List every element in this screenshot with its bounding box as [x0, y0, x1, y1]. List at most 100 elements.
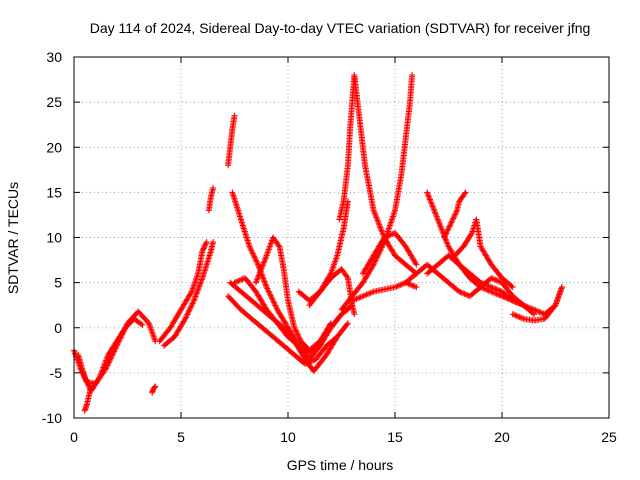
- data-point: [100, 363, 107, 370]
- data-point: [192, 292, 199, 299]
- data-point: [81, 374, 88, 381]
- data-point: [439, 227, 446, 234]
- series-arc-3: [81, 383, 95, 414]
- data-point: [426, 196, 433, 203]
- data-point: [210, 184, 217, 191]
- data-point: [97, 371, 104, 378]
- data-point: [253, 258, 260, 265]
- data-point: [307, 358, 314, 365]
- data-point: [198, 277, 205, 284]
- data-point: [433, 213, 440, 220]
- data-point: [272, 302, 279, 309]
- data-point: [481, 285, 488, 292]
- data-point: [509, 311, 516, 318]
- data-point: [270, 298, 277, 305]
- data-point: [357, 294, 364, 301]
- data-point: [504, 295, 511, 302]
- data-point: [494, 291, 501, 298]
- data-point: [512, 312, 519, 319]
- data-point: [98, 370, 105, 377]
- data-point: [366, 290, 373, 297]
- data-point: [444, 227, 451, 234]
- data-point: [452, 211, 459, 218]
- data-point: [437, 223, 444, 230]
- x-axis-label: GPS time / hours: [287, 457, 394, 473]
- data-point: [429, 203, 436, 210]
- data-point: [443, 229, 450, 236]
- data-point: [260, 277, 267, 284]
- data-point: [443, 239, 450, 246]
- data-point: [260, 261, 267, 268]
- data-point: [489, 275, 496, 282]
- data-point: [413, 261, 420, 268]
- series-arc-10: [227, 279, 351, 375]
- data-point: [185, 308, 192, 315]
- data-point: [247, 244, 254, 251]
- data-point: [515, 299, 522, 306]
- data-point: [258, 265, 265, 272]
- data-point: [195, 284, 202, 291]
- data-point: [369, 289, 376, 296]
- data-point: [353, 295, 360, 302]
- data-point: [102, 360, 109, 367]
- data-point: [445, 226, 452, 233]
- data-point: [446, 223, 453, 230]
- x-tick-label: 5: [177, 429, 185, 445]
- data-point: [194, 287, 201, 294]
- data-point: [192, 293, 199, 300]
- series-arc-2: [75, 315, 146, 394]
- data-point: [294, 331, 301, 338]
- data-point: [254, 276, 261, 283]
- data-point: [109, 352, 116, 359]
- data-point: [387, 220, 394, 227]
- data-point: [410, 283, 417, 290]
- data-point: [293, 328, 300, 335]
- data-point: [391, 208, 398, 215]
- data-point: [275, 242, 282, 249]
- data-point: [190, 297, 197, 304]
- data-point: [448, 218, 455, 225]
- data-point: [268, 295, 275, 302]
- data-point: [197, 280, 204, 287]
- data-point: [379, 228, 386, 235]
- data-point: [234, 278, 241, 285]
- data-point: [295, 332, 302, 339]
- data-point: [255, 261, 262, 268]
- data-point: [292, 327, 299, 334]
- data-point: [197, 279, 204, 286]
- data-point: [435, 219, 442, 226]
- grid: [74, 57, 609, 418]
- data-point: [488, 275, 495, 282]
- series-arc-7: [205, 184, 217, 214]
- data-point: [101, 361, 108, 368]
- series-arc-13: [252, 234, 334, 354]
- data-point: [246, 243, 253, 250]
- data-point: [370, 261, 377, 268]
- data-point: [182, 314, 189, 321]
- data-point: [200, 245, 207, 252]
- data-point: [270, 299, 277, 306]
- data-point: [490, 276, 497, 283]
- x-tick-label: 20: [494, 429, 510, 445]
- data-point: [257, 268, 264, 275]
- data-point: [255, 273, 262, 280]
- data-point: [398, 281, 405, 288]
- data-point: [186, 306, 193, 313]
- data-point: [493, 290, 500, 297]
- data-point: [363, 291, 370, 298]
- data-point: [480, 285, 487, 292]
- data-point: [107, 355, 114, 362]
- data-point: [431, 207, 438, 214]
- data-point: [373, 214, 380, 221]
- data-point: [260, 275, 267, 282]
- data-point: [438, 226, 445, 233]
- data-point: [383, 233, 390, 240]
- data-point: [444, 240, 451, 247]
- data-point: [266, 289, 273, 296]
- data-point: [477, 284, 484, 291]
- data-point: [558, 284, 565, 291]
- data-point: [188, 303, 195, 310]
- data-point: [385, 232, 392, 239]
- data-point: [186, 307, 193, 314]
- data-point: [203, 240, 210, 247]
